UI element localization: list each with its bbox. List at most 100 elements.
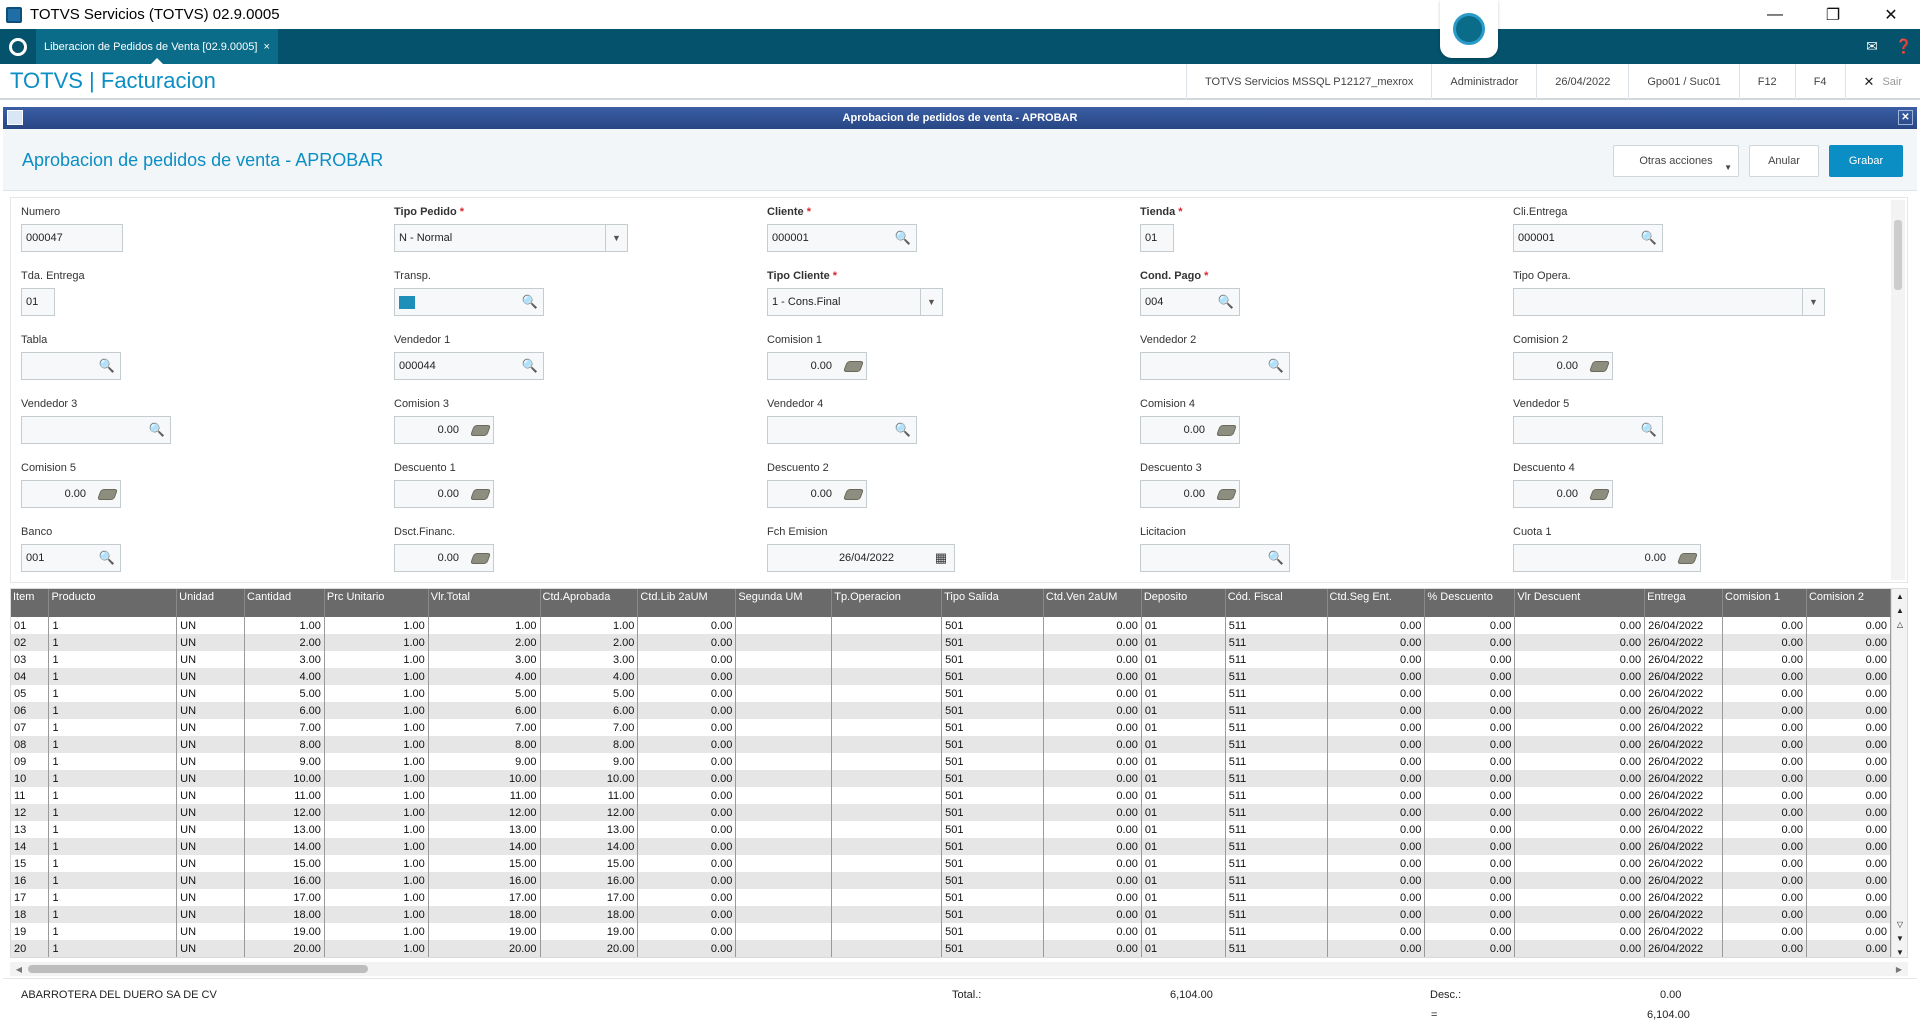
table-cell[interactable] <box>735 753 833 770</box>
assistant-button[interactable] <box>1440 0 1498 58</box>
table-cell[interactable]: 0.00 <box>1043 838 1142 855</box>
grid-column-header[interactable]: Ctd.Ven 2aUM <box>1043 589 1142 617</box>
table-cell[interactable]: 501 <box>941 702 1044 719</box>
table-cell[interactable]: 0.00 <box>1514 736 1646 753</box>
table-cell[interactable]: 501 <box>941 668 1044 685</box>
table-row[interactable]: 02 1 UN 2.00 1.00 2.00 2.00 0.00 501 0.00 01 511 0.0… <box>11 634 1891 651</box>
table-cell[interactable]: 12.00 <box>540 804 639 821</box>
table-cell[interactable]: 05 <box>11 685 50 702</box>
table-cell[interactable]: 0.00 <box>1043 685 1142 702</box>
table-row[interactable]: 19 1 UN 19.00 1.00 19.00 19.00 0.00 501 0.00 01 511… <box>11 923 1891 940</box>
table-cell[interactable]: 0.00 <box>1327 736 1426 753</box>
table-cell[interactable]: 0.00 <box>1327 685 1426 702</box>
table-cell[interactable]: 16.00 <box>540 872 639 889</box>
table-cell[interactable] <box>735 872 833 889</box>
table-cell[interactable]: 0.00 <box>1327 617 1426 634</box>
table-cell[interactable]: UN <box>176 940 246 957</box>
transp-input[interactable]: 🔍 <box>394 288 544 316</box>
totvs-menu-button[interactable] <box>0 29 36 64</box>
table-cell[interactable]: 511 <box>1225 736 1328 753</box>
table-cell[interactable]: 01 <box>1141 770 1226 787</box>
table-cell[interactable]: 0.00 <box>1514 668 1646 685</box>
table-cell[interactable]: 3.00 <box>540 651 639 668</box>
table-cell[interactable]: 1 <box>48 736 178 753</box>
table-cell[interactable]: 501 <box>941 889 1044 906</box>
grid-column-header[interactable]: Cód. Fiscal <box>1225 589 1328 617</box>
table-cell[interactable]: 1.00 <box>324 634 429 651</box>
money-icon[interactable] <box>469 549 491 567</box>
table-cell[interactable]: 1.00 <box>324 685 429 702</box>
table-cell[interactable]: 0.00 <box>1806 736 1891 753</box>
table-row[interactable]: 20 1 UN 20.00 1.00 20.00 20.00 0.00 501 0.00 01 511… <box>11 940 1891 957</box>
table-cell[interactable] <box>735 804 833 821</box>
table-cell[interactable]: 0.00 <box>1722 634 1807 651</box>
table-cell[interactable]: 0.00 <box>1722 821 1807 838</box>
table-cell[interactable]: 1.00 <box>324 940 429 957</box>
table-cell[interactable]: 26/04/2022 <box>1644 685 1724 702</box>
table-cell[interactable]: 501 <box>941 940 1044 957</box>
table-cell[interactable]: 01 <box>1141 872 1226 889</box>
table-cell[interactable] <box>735 889 833 906</box>
table-cell[interactable]: 0.00 <box>1327 634 1426 651</box>
table-cell[interactable] <box>735 736 833 753</box>
search-icon[interactable]: 🔍 <box>1640 230 1658 245</box>
table-cell[interactable]: 1 <box>48 923 178 940</box>
grid-column-header[interactable]: Ctd.Seg Ent. <box>1327 589 1426 617</box>
tda-entrega-input[interactable]: 01 <box>21 288 55 316</box>
table-cell[interactable]: 0.00 <box>1722 617 1807 634</box>
group-info[interactable]: Gpo01 / Suc01 <box>1628 64 1738 100</box>
table-cell[interactable]: 0.00 <box>637 855 737 872</box>
table-cell[interactable]: 9.00 <box>428 753 541 770</box>
table-cell[interactable] <box>735 702 833 719</box>
table-cell[interactable]: 0.00 <box>1043 719 1142 736</box>
table-cell[interactable]: 03 <box>11 651 50 668</box>
table-cell[interactable]: 0.00 <box>1722 668 1807 685</box>
table-cell[interactable]: 0.00 <box>1806 804 1891 821</box>
table-cell[interactable]: 09 <box>11 753 50 770</box>
banco-input[interactable]: 001 🔍 <box>21 544 121 572</box>
table-cell[interactable]: 0.00 <box>1722 651 1807 668</box>
table-cell[interactable]: 0.00 <box>637 940 737 957</box>
table-cell[interactable]: 0.00 <box>1806 906 1891 923</box>
comision3-input[interactable]: 0.00 <box>394 416 494 444</box>
form-scroll-thumb[interactable] <box>1894 220 1902 290</box>
table-cell[interactable]: 26/04/2022 <box>1644 821 1724 838</box>
table-cell[interactable]: 14.00 <box>540 838 639 855</box>
table-cell[interactable]: 511 <box>1225 617 1328 634</box>
table-cell[interactable]: 1 <box>48 753 178 770</box>
table-cell[interactable]: 501 <box>941 787 1044 804</box>
table-row[interactable]: 06 1 UN 6.00 1.00 6.00 6.00 0.00 501 0.00 01 511 0.0… <box>11 702 1891 719</box>
table-cell[interactable]: 26/04/2022 <box>1644 838 1724 855</box>
table-cell[interactable]: 1 <box>48 651 178 668</box>
scroll-up-icon[interactable]: ▲ <box>1896 605 1904 615</box>
table-cell[interactable]: 1.00 <box>324 719 429 736</box>
table-cell[interactable]: UN <box>176 685 246 702</box>
table-cell[interactable]: 0.00 <box>1327 702 1426 719</box>
table-cell[interactable]: 0.00 <box>1514 889 1646 906</box>
table-cell[interactable]: 01 <box>1141 940 1226 957</box>
table-cell[interactable]: 0.00 <box>1722 838 1807 855</box>
table-cell[interactable]: 0.00 <box>637 634 737 651</box>
table-cell[interactable]: 1.00 <box>324 787 429 804</box>
table-cell[interactable]: 26/04/2022 <box>1644 855 1724 872</box>
table-cell[interactable]: 0.00 <box>1424 668 1516 685</box>
table-cell[interactable]: 17.00 <box>428 889 541 906</box>
table-cell[interactable]: 0.00 <box>1806 838 1891 855</box>
table-cell[interactable]: 0.00 <box>1043 923 1142 940</box>
table-cell[interactable]: 0.00 <box>1722 770 1807 787</box>
close-window-button[interactable]: ✕ <box>1884 6 1898 24</box>
money-icon[interactable] <box>469 421 491 439</box>
table-cell[interactable]: 9.00 <box>540 753 639 770</box>
table-cell[interactable]: 0.00 <box>637 787 737 804</box>
table-cell[interactable]: 501 <box>941 617 1044 634</box>
table-cell[interactable]: 14.00 <box>428 838 541 855</box>
table-cell[interactable]: 0.00 <box>1514 906 1646 923</box>
table-cell[interactable]: 1 <box>48 855 178 872</box>
vendedor1-input[interactable]: 000044 🔍 <box>394 352 544 380</box>
table-cell[interactable]: UN <box>176 753 246 770</box>
table-cell[interactable]: 0.00 <box>1424 685 1516 702</box>
table-cell[interactable]: 13.00 <box>428 821 541 838</box>
table-cell[interactable]: 11.00 <box>428 787 541 804</box>
table-cell[interactable]: 26/04/2022 <box>1644 923 1724 940</box>
money-icon[interactable] <box>1588 485 1610 503</box>
